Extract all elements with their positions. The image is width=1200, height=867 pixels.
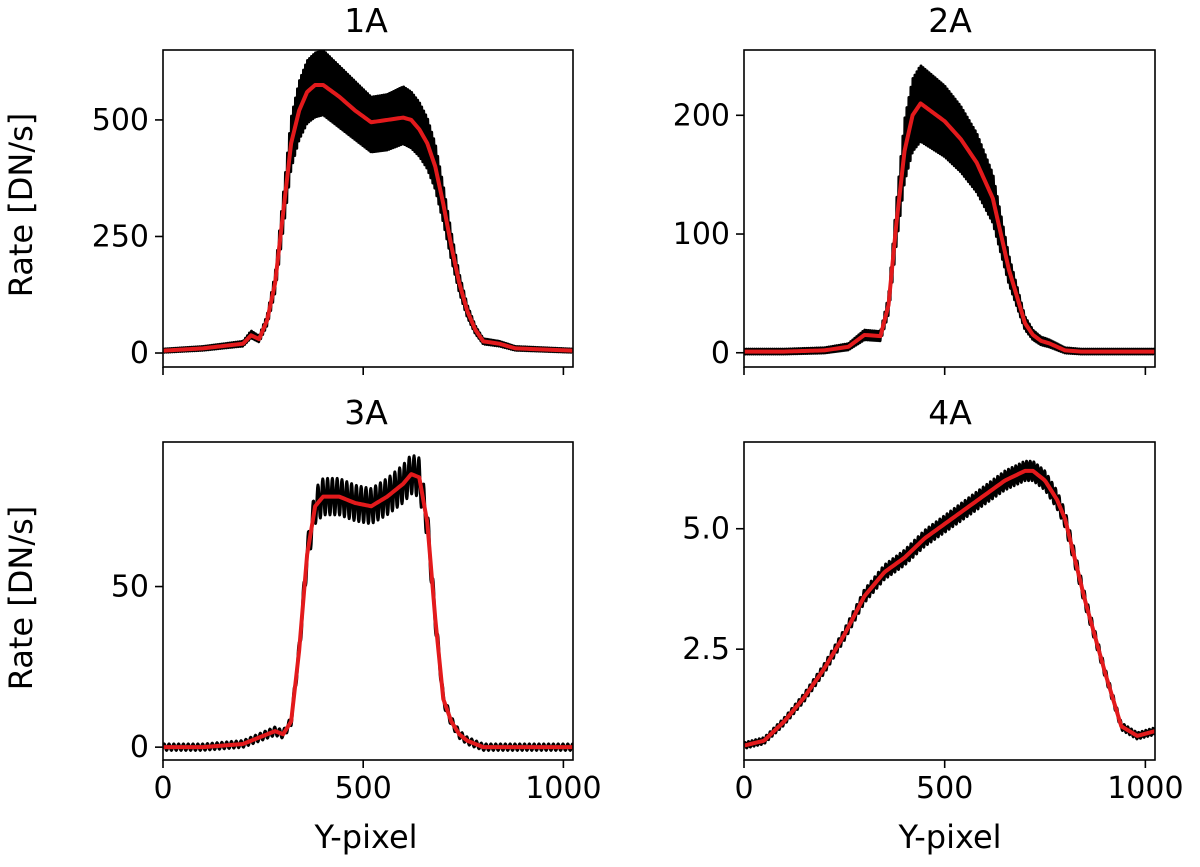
x-tick-label: 0 — [734, 771, 753, 806]
panel-1A: 1A Rate [DN/s] 0 250 500 — [2, 1, 574, 375]
axes-frame — [162, 441, 574, 761]
axes-frame — [162, 49, 574, 368]
y-tick-label: 500 — [92, 103, 149, 138]
panel-title: 3A — [344, 393, 388, 432]
y-tick-label: 0 — [130, 730, 149, 765]
plot-area: 0 250 500 — [92, 49, 574, 375]
plot-area: 2.5 5.0 0 500 1000 — [682, 441, 1184, 806]
y-tick-label: 50 — [111, 570, 149, 605]
panel-4A: 4A Y-pixel 2.5 5.0 0 500 1000 — [682, 393, 1183, 856]
y-axis-label: Rate [DN/s] — [2, 506, 40, 691]
x-tick-label: 1000 — [1107, 771, 1183, 806]
y-tick-label: 250 — [92, 219, 149, 254]
y-tick-label: 5.0 — [682, 512, 730, 547]
raw-data-line — [744, 64, 1155, 356]
y-axis-label: Rate [DN/s] — [2, 113, 40, 298]
axes-frame — [743, 441, 1156, 761]
panel-2A: 2A 0 100 200 — [673, 1, 1156, 375]
raw-data-line — [163, 454, 573, 752]
raw-data-line — [744, 459, 1155, 750]
x-axis-label: Y-pixel — [897, 818, 1001, 856]
raw-data-line — [163, 50, 573, 354]
x-tick-label: 500 — [335, 771, 392, 806]
panel-title: 4A — [928, 393, 972, 432]
x-tick-label: 500 — [916, 771, 973, 806]
fit-line — [163, 472, 573, 750]
y-tick-label: 0 — [130, 336, 149, 371]
plot-area: 0 100 200 — [673, 49, 1156, 375]
fit-line — [744, 101, 1155, 354]
fit-line — [744, 468, 1155, 748]
y-tick-label: 100 — [673, 217, 730, 252]
axes-frame — [743, 49, 1156, 368]
y-tick-label: 2.5 — [682, 632, 730, 667]
y-tick-label: 0 — [711, 336, 730, 371]
y-tick-label: 200 — [673, 98, 730, 133]
fit-line — [163, 82, 573, 353]
panel-title: 2A — [928, 1, 972, 40]
x-tick-label: 1000 — [525, 771, 601, 806]
x-tick-label: 0 — [153, 771, 172, 806]
x-axis-label: Y-pixel — [313, 818, 417, 856]
panel-title: 1A — [344, 1, 388, 40]
